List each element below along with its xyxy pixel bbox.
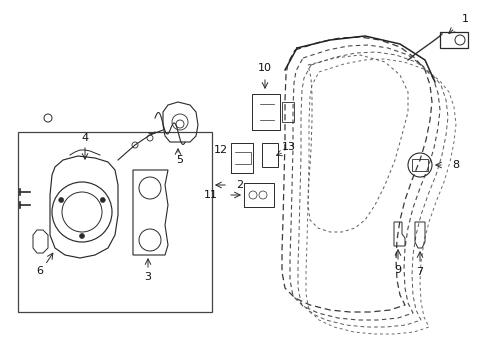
Text: 7: 7: [416, 267, 423, 277]
Text: 12: 12: [214, 145, 227, 155]
Bar: [439, 32, 467, 48]
Text: 9: 9: [394, 265, 401, 275]
Text: 2: 2: [236, 180, 243, 190]
Circle shape: [80, 234, 84, 239]
Text: 4: 4: [81, 133, 88, 143]
Text: 8: 8: [451, 160, 458, 170]
Bar: [411, 159, 427, 171]
Circle shape: [100, 198, 105, 202]
Text: 11: 11: [203, 190, 218, 200]
Text: 10: 10: [258, 63, 271, 73]
Text: 5: 5: [176, 155, 183, 165]
Bar: [262, 143, 278, 167]
Text: 13: 13: [282, 142, 295, 152]
Bar: [18, 132, 212, 312]
Text: 6: 6: [37, 266, 43, 276]
Bar: [282, 102, 293, 122]
Text: 3: 3: [144, 272, 151, 282]
Circle shape: [59, 198, 63, 202]
Text: 1: 1: [461, 14, 468, 24]
